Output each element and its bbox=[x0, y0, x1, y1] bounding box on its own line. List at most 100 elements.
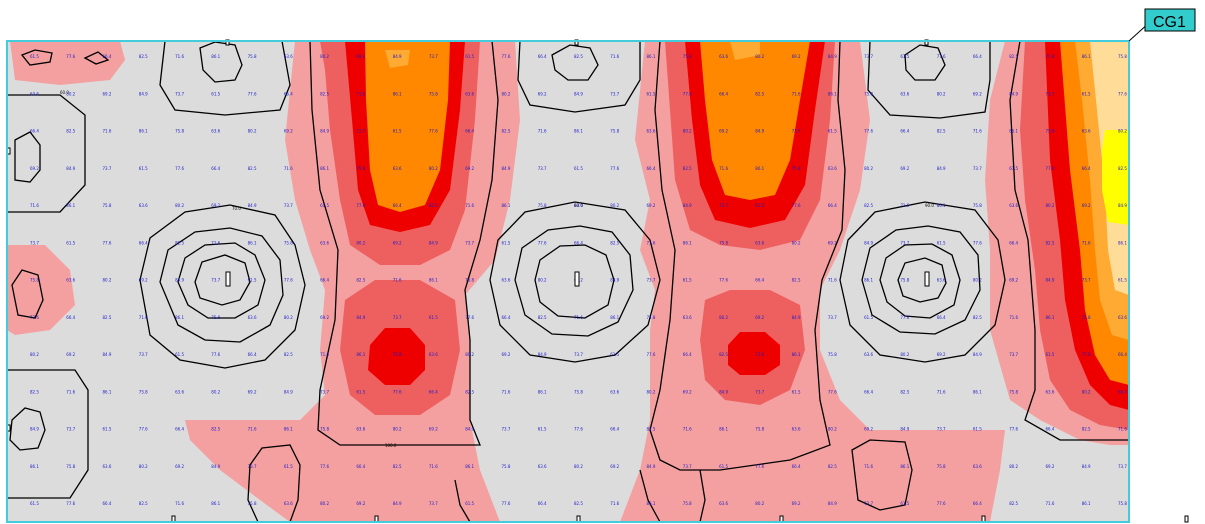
grid-point-value: 63.6 bbox=[828, 166, 837, 171]
grid-point-value: 69.2 bbox=[30, 166, 39, 171]
grid-point-value: 69.2 bbox=[429, 427, 438, 432]
grid-point-value: 84.9 bbox=[864, 240, 873, 245]
grid-point-value: 63.6 bbox=[429, 352, 438, 357]
grid-point-value: 75.8 bbox=[792, 166, 801, 171]
grid-point-value: 71.6 bbox=[284, 166, 293, 171]
grid-point-value: 77.6 bbox=[502, 501, 511, 506]
grid-point-value: 66.4 bbox=[973, 54, 982, 59]
grid-point-value: 69.2 bbox=[792, 501, 801, 506]
grid-point-value: 73.7 bbox=[900, 240, 909, 245]
grid-point-value: 84.9 bbox=[356, 315, 365, 320]
grid-point-value: 84.9 bbox=[610, 278, 619, 283]
grid-point-value: 66.4 bbox=[66, 315, 75, 320]
grid-point-value: 82.5 bbox=[610, 240, 619, 245]
grid-point-value: 63.6 bbox=[755, 240, 764, 245]
grid-point-value: 84.9 bbox=[1046, 278, 1055, 283]
grid-point-value: 86.1 bbox=[647, 501, 656, 506]
grid-point-value: 77.6 bbox=[30, 315, 39, 320]
grid-point-value: 80.2 bbox=[719, 315, 728, 320]
grid-point-value: 86.1 bbox=[973, 389, 982, 394]
grid-point-value: 86.1 bbox=[248, 240, 257, 245]
grid-point-value: 84.9 bbox=[1118, 203, 1127, 208]
grid-point-value: 86.1 bbox=[66, 203, 75, 208]
grid-point-value: 80.2 bbox=[647, 389, 656, 394]
grid-point-value: 66.4 bbox=[248, 352, 257, 357]
grid-point-value: 66.4 bbox=[1082, 166, 1091, 171]
grid-point-value: 75.8 bbox=[1046, 129, 1055, 134]
grid-point-value: 80.2 bbox=[1082, 389, 1091, 394]
grid-point-value: 63.6 bbox=[211, 129, 220, 134]
grid-point-value: 77.6 bbox=[139, 427, 148, 432]
grid-point-value: 75.8 bbox=[610, 129, 619, 134]
grid-point-value: 75.8 bbox=[429, 91, 438, 96]
grid-point-value: 71.6 bbox=[1046, 501, 1055, 506]
grid-point-value: 73.7 bbox=[139, 352, 148, 357]
grid-point-value: 73.7 bbox=[356, 129, 365, 134]
grid-point-value: 63.6 bbox=[574, 203, 583, 208]
grid-point-value: 71.6 bbox=[429, 464, 438, 469]
grid-point-value: 71.6 bbox=[683, 427, 692, 432]
grid-point-value: 75.8 bbox=[320, 427, 329, 432]
grid-point-value: 73.7 bbox=[683, 464, 692, 469]
luminaire-marker-icon[interactable] bbox=[924, 271, 930, 287]
grid-point-value: 66.4 bbox=[393, 203, 402, 208]
grid-point-value: 86.1 bbox=[719, 427, 728, 432]
grid-point-value: 69.2 bbox=[465, 166, 474, 171]
grid-point-value: 71.6 bbox=[610, 501, 619, 506]
grid-point-value: 71.6 bbox=[538, 129, 547, 134]
grid-point-value: 63.6 bbox=[66, 278, 75, 283]
grid-point-value: 63.6 bbox=[1118, 315, 1127, 320]
grid-point-value: 73.7 bbox=[66, 427, 75, 432]
grid-point-value: 84.9 bbox=[683, 203, 692, 208]
grid-point-value: 69.2 bbox=[1082, 203, 1091, 208]
grid-point-value: 61.5 bbox=[465, 54, 474, 59]
grid-point-value: 77.6 bbox=[284, 278, 293, 283]
luminaire-marker-icon[interactable] bbox=[1184, 515, 1189, 523]
grid-point-value: 86.1 bbox=[1009, 129, 1018, 134]
luminaire-marker-icon[interactable] bbox=[225, 271, 231, 287]
grid-point-value: 80.2 bbox=[465, 352, 474, 357]
grid-point-value: 61.5 bbox=[248, 278, 257, 283]
grid-point-value: 84.9 bbox=[1009, 91, 1018, 96]
grid-point-value: 80.2 bbox=[574, 464, 583, 469]
grid-point-value: 84.9 bbox=[139, 91, 148, 96]
grid-point-value: 75.8 bbox=[683, 54, 692, 59]
grid-point-value: 84.9 bbox=[755, 129, 764, 134]
grid-point-value: 66.4 bbox=[792, 464, 801, 469]
grid-point-value: 63.6 bbox=[30, 91, 39, 96]
grid-point-value: 82.5 bbox=[647, 427, 656, 432]
grid-point-value: 82.5 bbox=[356, 278, 365, 283]
grid-point-value: 77.6 bbox=[356, 203, 365, 208]
grid-point-value: 71.6 bbox=[647, 240, 656, 245]
grid-point-value: 86.1 bbox=[683, 240, 692, 245]
grid-point-value: 66.4 bbox=[900, 129, 909, 134]
grid-point-value: 66.4 bbox=[30, 129, 39, 134]
luminaire-marker-icon[interactable] bbox=[574, 271, 580, 287]
grid-point-value: 73.7 bbox=[755, 389, 764, 394]
grid-point-labels: 61.5 77.6 66.4 82.5 71.6 86.1 75.8 63.6 80.2 69.2… bbox=[30, 54, 1127, 506]
grid-point-value: 77.6 bbox=[103, 240, 112, 245]
grid-point-value: 61.5 bbox=[66, 240, 75, 245]
grid-point-value: 80.2 bbox=[320, 501, 329, 506]
grid-point-value: 71.6 bbox=[502, 389, 511, 394]
grid-point-value: 71.6 bbox=[864, 464, 873, 469]
grid-point-value: 66.4 bbox=[320, 278, 329, 283]
grid-point-value: 66.4 bbox=[1118, 352, 1127, 357]
grid-point-value: 61.5 bbox=[30, 54, 39, 59]
grid-point-value: 80.2 bbox=[502, 91, 511, 96]
grid-point-value: 82.5 bbox=[683, 166, 692, 171]
grid-point-value: 69.2 bbox=[393, 240, 402, 245]
grid-point-value: 77.6 bbox=[538, 240, 547, 245]
grid-point-value: 69.2 bbox=[864, 427, 873, 432]
grid-point-value: 80.2 bbox=[973, 278, 982, 283]
grid-point-value: 77.6 bbox=[828, 389, 837, 394]
grid-point-value: 61.5 bbox=[1118, 278, 1127, 283]
grid-point-value: 86.1 bbox=[284, 427, 293, 432]
calc-grid-tag[interactable]: CG1 bbox=[1128, 8, 1196, 42]
grid-point-value: 75.8 bbox=[393, 352, 402, 357]
grid-point-value: 63.6 bbox=[937, 278, 946, 283]
grid-point-value: 61.5 bbox=[719, 464, 728, 469]
grid-point-value: 77.6 bbox=[320, 464, 329, 469]
grid-point-value: 61.5 bbox=[828, 129, 837, 134]
grid-point-value: 63.6 bbox=[900, 91, 909, 96]
